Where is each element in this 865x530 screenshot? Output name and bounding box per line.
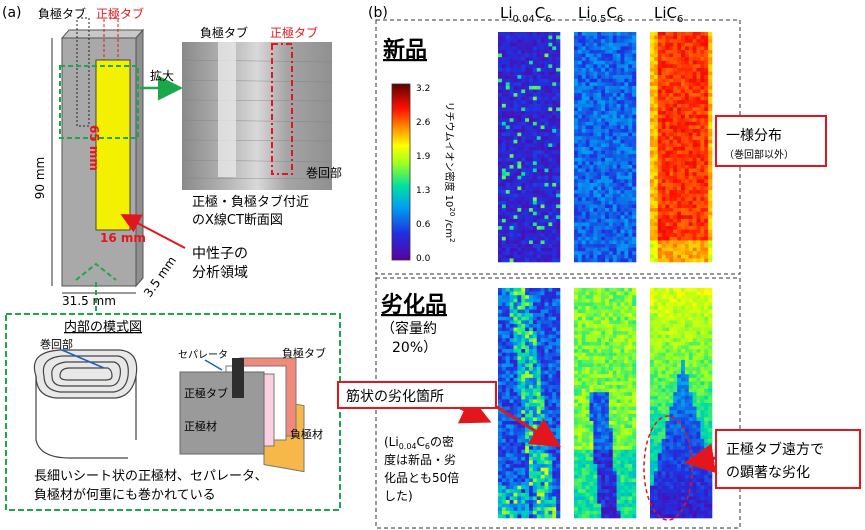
colorbar-ticks: 3.2 2.6 1.9 1.3 0.6 0.0 (416, 84, 431, 264)
streak-label: 筋状の劣化箇所 (346, 388, 444, 405)
heatmap-panel (650, 32, 713, 263)
ct-neg-tab-label: 負極タブ (200, 25, 248, 40)
neg-tab-small-label: 負極タブ (282, 346, 326, 360)
battery-cell (59, 17, 145, 288)
inner-desc-line1: 長細いシート状の正極材、セパレータ、 (34, 468, 268, 484)
far-tab-line2: の顕著な劣化 (726, 465, 810, 481)
colorbar-tick: 1.3 (416, 186, 430, 196)
new-label: 新品 (383, 37, 427, 63)
neutron-label-line2: 分析領域 (192, 264, 248, 281)
colorbar-tick: 0.0 (416, 254, 431, 264)
colorbar-tick: 1.9 (416, 152, 431, 162)
colorbar (391, 83, 411, 261)
ct-neg-tab (218, 42, 236, 177)
heatmaps (498, 32, 713, 519)
separator-label: セパレータ (178, 349, 228, 361)
degraded-label: 劣化品 (381, 292, 447, 318)
col-header-li05c6: Li0.5C6 (578, 4, 623, 25)
winding-roll (33, 349, 138, 459)
colorbar-title: リチウムイオン密度 1020 /cm2 (443, 101, 456, 242)
col-header-li004c6: Li0.04C6 (500, 4, 552, 25)
note-line4: した) (384, 489, 413, 503)
dim-31-5: 31.5 mm (62, 294, 116, 308)
far-tab-line1: 正極タブ遠方で (726, 441, 824, 458)
note-line1: (Li0.04C6の密 (384, 434, 454, 451)
inner-schematic-box (5, 313, 341, 511)
col-header-lic6: LiC6 (654, 4, 683, 25)
streak-box (337, 381, 497, 409)
heatmap-panel (650, 288, 713, 519)
electrode-stack (179, 357, 305, 473)
heatmap-panel (498, 32, 561, 263)
pos-tab-label: 正極タブ (96, 6, 144, 21)
neutron-label-line1: 中性子の (192, 246, 248, 262)
far-tab-box (715, 429, 861, 489)
colorbar-tick: 2.6 (416, 118, 431, 128)
pos-tab-small-label: 正極タブ (184, 386, 228, 400)
ct-pos-tab-label: 正極タブ (270, 25, 318, 40)
heatmap-panel (498, 288, 561, 519)
dim-90: 90 mm (33, 157, 47, 199)
neg-material-label: 負極材 (290, 427, 323, 441)
panel-a-label: (a) (2, 5, 22, 21)
analysis-region (95, 59, 131, 231)
colorbar-tick: 0.6 (416, 220, 431, 230)
ct-image (181, 42, 333, 190)
note-line2: 度は新品・劣 (384, 452, 456, 467)
pos-material-label: 正極材 (184, 419, 217, 433)
inner-desc-line2: 負極材が何重にも巻かれている (34, 487, 216, 503)
ct-pos-tab-outline (271, 43, 293, 175)
capacity-line2: 20%） (392, 340, 437, 356)
dim-16: 16 mm (100, 231, 146, 245)
heatmap-panel (574, 288, 637, 519)
zoom-box (59, 65, 139, 139)
uniform-box (715, 115, 827, 167)
ct-caption-line1: 正極・負極タブ付近 (192, 194, 309, 210)
colorbar-tick: 3.2 (416, 84, 430, 94)
dim-3-5: 3.5 mm (141, 254, 179, 300)
neg-tab-outline (76, 17, 90, 127)
inner-title: 内部の模式図 (64, 319, 142, 335)
ct-caption-line2: のX線CT断面図 (192, 212, 283, 228)
dim-65: 65 mm (87, 125, 101, 171)
uniform-line1: 一様分布 (726, 128, 782, 144)
capacity-line1: （容量約 (381, 320, 437, 337)
neg-tab-label: 負極タブ (38, 6, 86, 21)
ct-winding-label: 巻回部 (306, 165, 342, 180)
winding-label: 巻回部 (40, 337, 73, 351)
panel-b-label: (b) (368, 5, 388, 21)
heatmap-panel (574, 32, 637, 263)
note-line3: 化品とも50倍 (384, 470, 459, 485)
uniform-line2: （巻回部以外） (724, 148, 794, 161)
enlarge-label: 拡大 (150, 69, 174, 83)
